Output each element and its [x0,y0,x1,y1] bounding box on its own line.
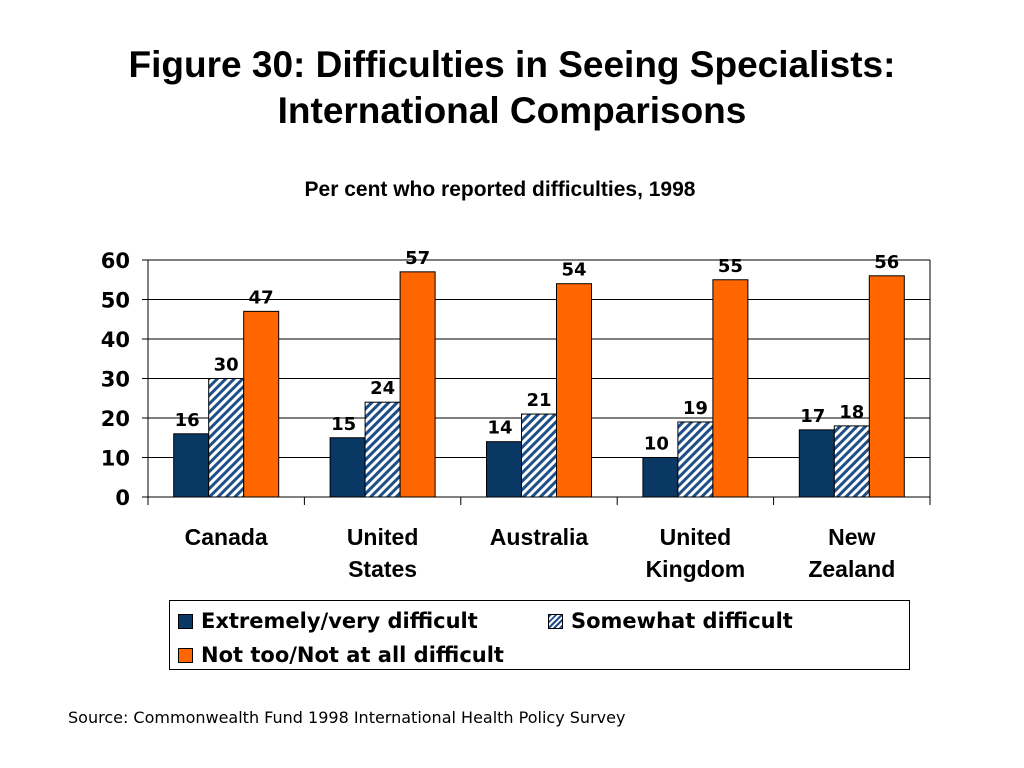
bar-not-too [399,271,436,498]
y-tick-label: 60 [101,249,130,273]
x-tick-label: States [348,556,417,582]
chart-title-line-2: International Comparisons [277,90,747,131]
x-tick-label: United [660,524,732,550]
data-label: 30 [214,355,239,376]
x-tick-label: Canada [185,524,268,550]
bar-extremely [798,429,835,498]
source-note: Source: Commonwealth Fund 1998 Internati… [68,708,626,727]
chart-subtitle: Per cent who reported difficulties, 1998 [304,178,696,201]
y-tick-label: 0 [115,486,130,510]
bar-somewhat [677,421,714,498]
data-label: 14 [487,418,512,439]
bar-extremely [486,441,522,498]
bar-somewhat [208,378,245,498]
x-tick-label: New [828,524,875,550]
bar-not-too [868,275,905,498]
legend-swatch-not-too [178,647,193,663]
data-label: 55 [718,256,743,277]
data-label: 57 [405,248,430,269]
data-label: 15 [331,414,356,435]
legend-swatch-somewhat [548,613,563,629]
legend-swatch-extremely [178,613,193,629]
legend-item-extremely: Extremely/very difficult [178,609,478,633]
y-tick-label: 20 [101,407,130,431]
legend-label-not-too: Not too/Not at all difficult [201,643,504,667]
x-tick-label: Kingdom [646,556,746,582]
data-label: 18 [839,402,864,423]
legend: Extremely/very difficult Somewhat diffic… [169,600,910,670]
data-label: 10 [644,434,669,455]
data-labels: 16 30 47 15 24 57 14 21 54 10 19 55 17 18 56 [175,248,900,455]
bar-extremely [642,457,679,498]
axes: 0 10 20 30 40 50 60 Canada United States Australia… [101,249,931,582]
data-label: 16 [175,410,200,431]
x-tick-label: Zealand [808,556,895,582]
chart-title: Figure 30: Difficulties in Seeing Specia… [0,42,1024,134]
bar-extremely [329,437,366,498]
legend-item-not-too: Not too/Not at all difficult [178,643,504,667]
bar-somewhat [521,413,557,498]
bars [173,271,905,498]
data-label: 19 [683,398,708,419]
bar-extremely [173,433,210,498]
y-tick-label: 40 [101,328,130,352]
y-tick-label: 50 [101,289,130,313]
data-label: 17 [800,406,825,427]
bar-not-too [556,283,592,498]
bar-not-too [243,310,280,498]
x-tick-label: United [347,524,419,550]
data-label: 24 [370,378,395,399]
legend-label-extremely: Extremely/very difficult [201,609,478,633]
legend-label-somewhat: Somewhat difficult [571,609,793,633]
y-tick-label: 10 [101,447,130,471]
bar-not-too [712,279,749,498]
x-tick-label: Australia [490,524,589,550]
chart-title-line-1: Figure 30: Difficulties in Seeing Specia… [128,44,896,85]
data-label: 54 [561,260,586,281]
bar-somewhat [833,425,870,498]
data-label: 21 [526,390,551,411]
data-label: 47 [249,287,274,308]
y-tick-label: 30 [101,368,130,392]
data-label: 56 [874,252,899,273]
bar-somewhat [364,401,401,498]
legend-item-somewhat: Somewhat difficult [548,609,793,633]
bar-chart: 0 10 20 30 40 50 60 Canada United States Australia… [101,248,931,582]
